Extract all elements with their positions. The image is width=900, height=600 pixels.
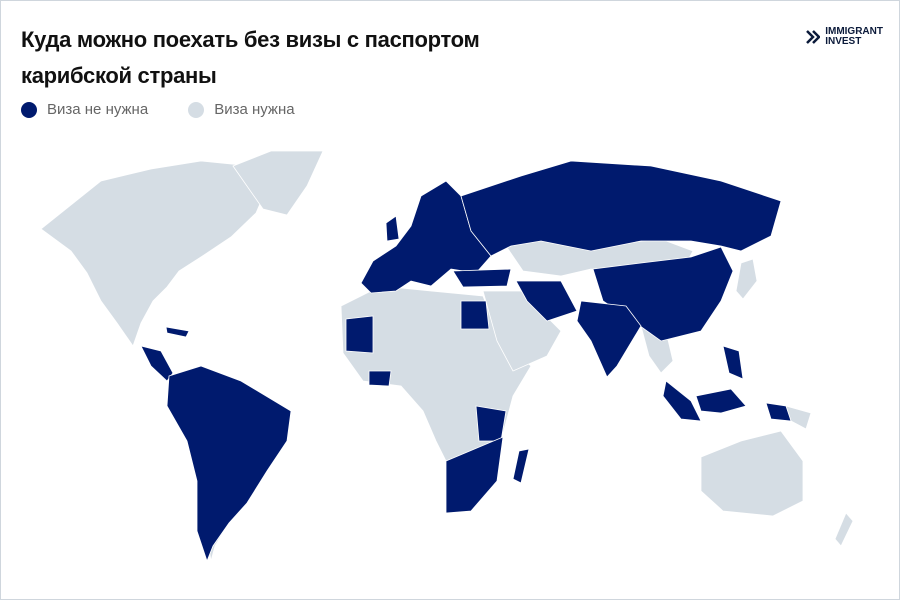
legend-label: Виза не нужна — [47, 101, 149, 118]
arabia — [482, 290, 562, 372]
legend-dot — [188, 101, 205, 118]
russia — [460, 160, 782, 257]
japan — [735, 258, 758, 300]
north-america — [40, 160, 270, 347]
legend-dot — [21, 101, 37, 118]
australia — [700, 430, 804, 517]
cuba — [165, 326, 190, 338]
legend-item: Виза не нужна — [21, 101, 148, 118]
philippines — [722, 345, 744, 380]
southeast-asia — [662, 380, 702, 422]
new-zealand — [834, 512, 854, 547]
madagascar — [512, 448, 530, 484]
title-line: Куда можно поехать без визы с паспортом — [21, 27, 480, 52]
logo-line: INVEST — [825, 36, 862, 47]
central-america — [140, 345, 174, 382]
logo: IMMIGRANT INVEST — [806, 27, 883, 47]
southern-africa — [445, 436, 504, 514]
south-america — [166, 365, 292, 563]
iran — [515, 280, 578, 322]
legend-item: Виза нужна — [188, 101, 295, 118]
egypt — [460, 300, 490, 330]
india — [576, 300, 642, 378]
visa-free — [140, 160, 792, 563]
logo-line: IMMIGRANT — [825, 26, 883, 37]
uk — [385, 215, 400, 242]
logo-icon — [806, 30, 821, 44]
greenland — [232, 150, 324, 216]
west-africa — [345, 315, 374, 354]
indonesia — [695, 388, 747, 414]
turkey — [452, 268, 512, 288]
title-line: карибской страны — [21, 63, 217, 88]
legend-label: Виза нужна — [214, 101, 295, 118]
ivory-coast — [368, 370, 392, 387]
east-africa — [475, 405, 507, 442]
papua — [765, 402, 792, 422]
legend: Виза не нужна Виза нужна — [21, 101, 295, 118]
